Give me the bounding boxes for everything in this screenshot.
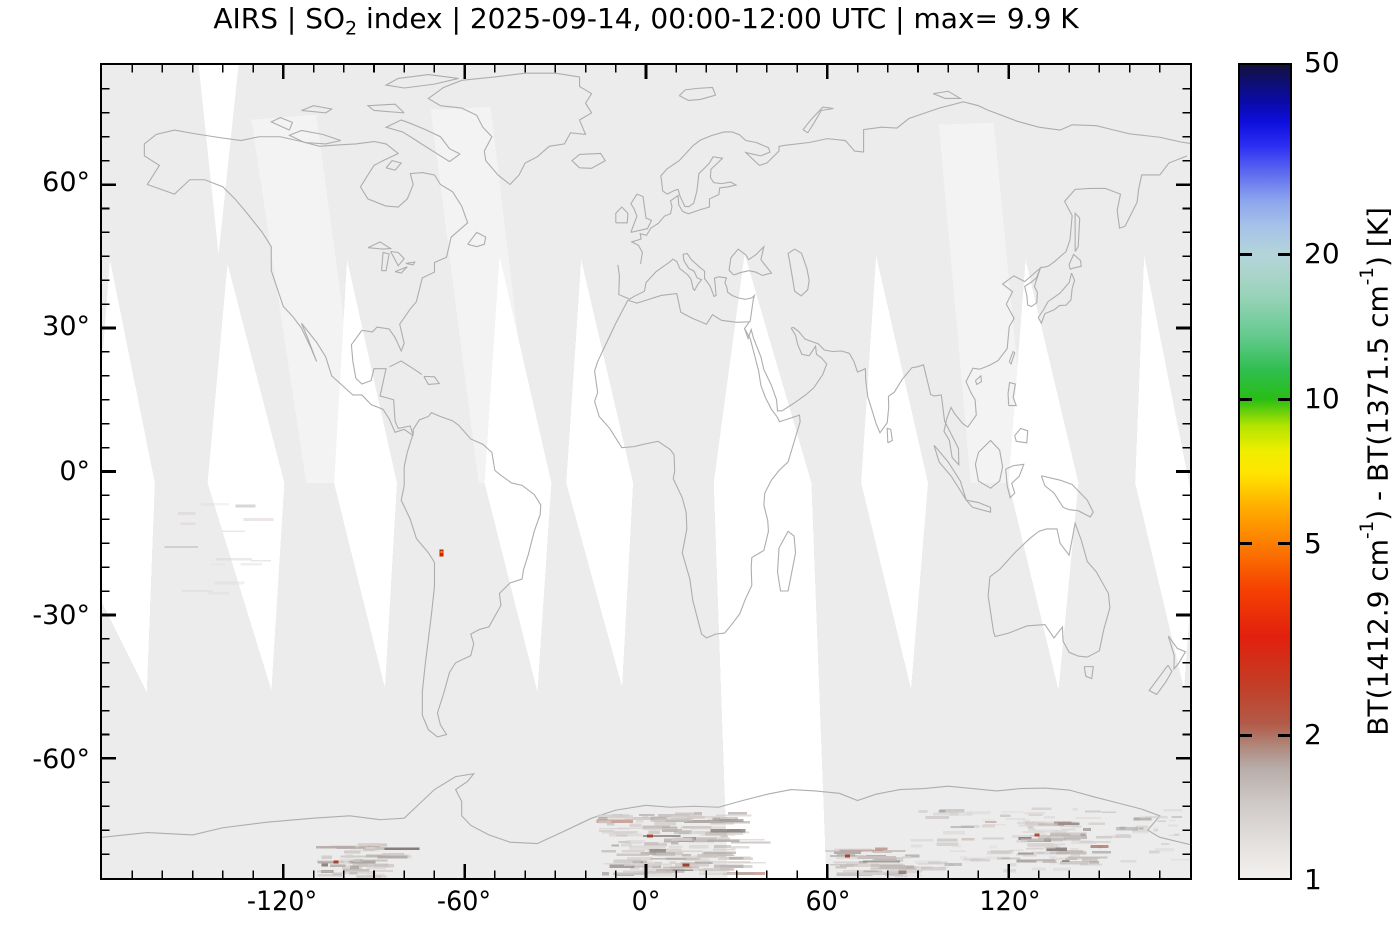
colorbar-tick-mark bbox=[1240, 252, 1252, 256]
title-subscript: 2 bbox=[345, 17, 358, 40]
colorbar-tick-label: 20 bbox=[1304, 237, 1340, 271]
colorbar-tick-mark bbox=[1278, 397, 1290, 401]
title-prefix: AIRS | SO bbox=[213, 2, 346, 35]
colorbar-tick-mark bbox=[1240, 397, 1252, 401]
lon-tick-label: -60° bbox=[436, 886, 492, 917]
colorbar-tick-mark bbox=[1278, 733, 1290, 737]
colorbar-tick-mark bbox=[1240, 542, 1252, 546]
colorbar bbox=[1238, 63, 1292, 880]
colorbar-tick-label: 50 bbox=[1304, 46, 1340, 79]
lon-tick-label: 60° bbox=[805, 886, 851, 917]
colorbar-tick-mark bbox=[1240, 733, 1252, 737]
lon-tick-label: -120° bbox=[246, 886, 318, 917]
lat-tick-label: 0° bbox=[59, 455, 90, 487]
colorbar-tick-label: 10 bbox=[1304, 382, 1340, 416]
title-suffix: index | 2025-09-14, 00:00-12:00 UTC | ma… bbox=[357, 2, 1079, 35]
map-plot bbox=[100, 63, 1192, 880]
colorbar-unit-text: BT(1412.9 cm-1) - BT(1371.5 cm-1) [K] bbox=[1357, 207, 1395, 736]
world-map-canvas bbox=[102, 65, 1190, 878]
colorbar-tick-mark bbox=[1278, 542, 1290, 546]
colorbar-unit-label: BT(1412.9 cm-1) - BT(1371.5 cm-1) [K] bbox=[1352, 63, 1400, 880]
colorbar-tick-label: 2 bbox=[1304, 718, 1322, 752]
lat-tick-label: -60° bbox=[32, 743, 90, 775]
lat-tick-label: -30° bbox=[32, 599, 90, 631]
lon-tick-label: 0° bbox=[631, 886, 661, 917]
lon-tick-label: 120° bbox=[979, 886, 1041, 917]
colorbar-tick-mark bbox=[1278, 252, 1290, 256]
colorbar-tick-label: 1 bbox=[1304, 863, 1322, 896]
colorbar-tick-label: 5 bbox=[1304, 526, 1322, 560]
lat-tick-label: 30° bbox=[42, 311, 90, 343]
lat-tick-label: 60° bbox=[42, 167, 90, 199]
plot-title: AIRS | SO2 index | 2025-09-14, 00:00-12:… bbox=[100, 2, 1192, 46]
